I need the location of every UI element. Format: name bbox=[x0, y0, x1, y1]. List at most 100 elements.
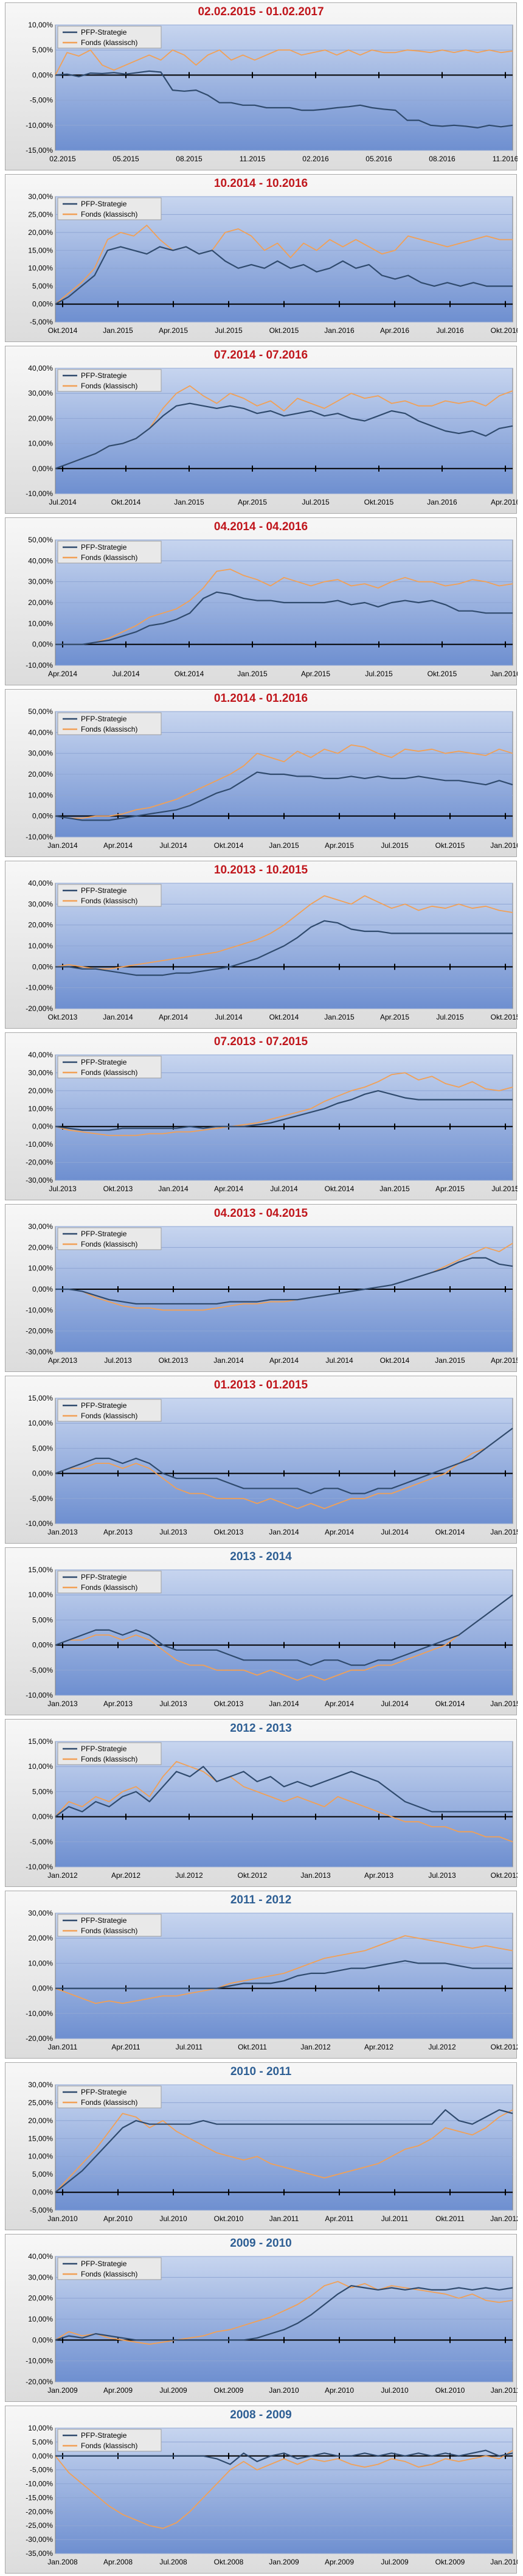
y-tick-label: 30,00% bbox=[28, 1222, 53, 1231]
y-tick-label: 20,00% bbox=[28, 1934, 53, 1942]
y-tick-label: 15,00% bbox=[28, 246, 53, 254]
y-tick-label: 5,00% bbox=[32, 46, 53, 54]
x-tick-label: Okt.2011 bbox=[238, 2043, 267, 2051]
series-line-fund bbox=[55, 1594, 513, 1681]
x-tick-label: Apr.2010 bbox=[103, 2214, 133, 2223]
series-line-fund bbox=[55, 1427, 513, 1510]
y-tick-label: 40,00% bbox=[28, 364, 53, 373]
y-tick-label: -30,00% bbox=[26, 1348, 53, 1356]
y-tick-label: 5,00% bbox=[32, 282, 53, 290]
series-line-strategy bbox=[55, 2449, 513, 2465]
x-tick-label: Jan.2014 bbox=[269, 1528, 299, 1536]
chart-title: 10.2013 - 10.2015 bbox=[213, 864, 308, 877]
x-tick-label: Okt.2014 bbox=[380, 1356, 410, 1365]
x-tick-label: Okt.2015 bbox=[435, 841, 465, 850]
y-tick-label: 10,00% bbox=[28, 2152, 53, 2161]
x-tick-label: Jan.2010 bbox=[47, 2214, 78, 2223]
x-tick-label: Okt.2010 bbox=[435, 2386, 465, 2395]
x-tick-label: Okt.2013 bbox=[103, 1185, 133, 1193]
legend-label-strategy: PFP-Strategie bbox=[81, 371, 127, 380]
y-tick-label: -30,00% bbox=[26, 2535, 53, 2544]
x-tick-label: Jan.2011 bbox=[269, 2214, 299, 2223]
x-tick-label: Okt.2014 bbox=[214, 841, 244, 850]
legend-label-strategy: PFP-Strategie bbox=[81, 2088, 127, 2096]
x-tick-label: Jul.2013 bbox=[159, 1528, 187, 1536]
y-tick-label: -10,00% bbox=[26, 833, 53, 841]
x-tick-label: Okt.2014 bbox=[435, 1699, 465, 1708]
chart-title: 2008 - 2009 bbox=[230, 2409, 292, 2421]
y-tick-label: 0,00% bbox=[32, 2452, 53, 2460]
y-tick-label: -20,00% bbox=[26, 1327, 53, 1335]
series-line-strategy bbox=[55, 2109, 513, 2193]
x-tick-label: Jul.2012 bbox=[175, 1871, 203, 1880]
x-tick-label: Apr.2014 bbox=[214, 1185, 243, 1193]
chart-title: 07.2013 - 07.2015 bbox=[213, 1035, 308, 1048]
y-tick-label: 30,00% bbox=[28, 192, 53, 201]
y-tick-label: 10,00% bbox=[28, 1104, 53, 1113]
x-tick-label: Apr.2015 bbox=[435, 1185, 465, 1193]
y-tick-label: 0,00% bbox=[32, 2336, 53, 2344]
y-tick-label: 10,00% bbox=[28, 1591, 53, 1599]
line-chart: 30,00%20,00%10,00%0,00%-10,00%-20,00%Jan… bbox=[26, 1909, 518, 2051]
legend-label-strategy: PFP-Strategie bbox=[81, 2431, 127, 2440]
legend: PFP-Strategie Fonds (klassisch) bbox=[57, 712, 162, 735]
x-tick-label: 11.2016 bbox=[493, 155, 518, 163]
legend-label-fund: Fonds (klassisch) bbox=[81, 1412, 137, 1420]
legend-label-strategy: PFP-Strategie bbox=[81, 28, 127, 37]
x-tick-label: Okt.2011 bbox=[435, 2214, 465, 2223]
line-chart: 10,00% 5,00% 0,00% -5,00% -10,00% -15,00% -20,… bbox=[26, 2424, 518, 2566]
x-tick-label: Apr.2011 bbox=[325, 2214, 353, 2223]
x-tick-label: Apr.2011 bbox=[111, 2043, 140, 2051]
x-tick-label: Jan.2015 bbox=[103, 326, 133, 335]
x-tick-label: Jan.2014 bbox=[47, 841, 78, 850]
series-line-strategy bbox=[55, 1257, 513, 1305]
x-tick-label: Apr.2015 bbox=[491, 1356, 518, 1365]
legend: PFP-Strategie Fonds (klassisch) bbox=[57, 1227, 162, 1250]
x-tick-label: Jan.2016 bbox=[427, 498, 457, 506]
legend: PFP-Strategie Fonds (klassisch) bbox=[57, 2257, 162, 2280]
series-line-strategy bbox=[55, 1090, 513, 1131]
y-tick-label: -10,00% bbox=[26, 2357, 53, 2365]
legend-label-strategy: PFP-Strategie bbox=[81, 543, 127, 551]
x-tick-label: Jul.2015 bbox=[365, 670, 393, 678]
y-tick-label: 30,00% bbox=[28, 1068, 53, 1077]
series-line-fund bbox=[55, 569, 513, 645]
x-tick-label: Apr.2013 bbox=[364, 1871, 393, 1880]
y-tick-label: 20,00% bbox=[28, 1087, 53, 1095]
series-line-strategy bbox=[55, 771, 513, 821]
chart-panel: 2013 - 2014 15,00% 10,00% 5,00% 0,00% -5,00% -… bbox=[5, 1547, 518, 1715]
series-line-strategy bbox=[55, 1960, 513, 1989]
x-tick-label: Okt.2013 bbox=[48, 1013, 78, 1021]
x-tick-label: 08.2016 bbox=[429, 155, 455, 163]
legend-label-strategy: PFP-Strategie bbox=[81, 1745, 127, 1753]
y-tick-label: 5,00% bbox=[32, 1615, 53, 1624]
x-tick-label: Jan.2014 bbox=[269, 1699, 299, 1708]
y-tick-label: 30,00% bbox=[28, 1909, 53, 1917]
y-tick-label: 0,00% bbox=[32, 640, 53, 649]
x-tick-label: Okt.2015 bbox=[428, 670, 457, 678]
y-tick-label: -10,00% bbox=[26, 2009, 53, 2018]
x-tick-label: Jul.2014 bbox=[381, 1699, 409, 1708]
x-tick-label: Jan.2015 bbox=[490, 1528, 518, 1536]
legend: PFP-Strategie Fonds (klassisch) bbox=[57, 197, 162, 220]
chart-title: 10.2014 - 10.2016 bbox=[213, 177, 308, 190]
x-tick-label: Apr.2009 bbox=[325, 2558, 354, 2566]
chart-title: 02.02.2015 - 01.02.2017 bbox=[198, 5, 324, 18]
x-tick-label: 02.2016 bbox=[302, 155, 329, 163]
y-tick-label: 40,00% bbox=[28, 556, 53, 565]
legend-label-fund: Fonds (klassisch) bbox=[81, 2098, 137, 2107]
legend-label-fund: Fonds (klassisch) bbox=[81, 38, 137, 47]
x-tick-label: Jul.2010 bbox=[381, 2386, 409, 2395]
series-line-strategy bbox=[55, 1594, 513, 1666]
legend-label-fund: Fonds (klassisch) bbox=[81, 382, 137, 390]
x-tick-label: Okt.2015 bbox=[269, 326, 299, 335]
y-tick-label: 50,00% bbox=[28, 707, 53, 716]
chart-panel: 07.2013 - 07.2015 40,00% 30,00% 20,00% 10,00… bbox=[5, 1032, 518, 1200]
x-tick-label: Jan.2014 bbox=[158, 1185, 189, 1193]
y-tick-label: 30,00% bbox=[28, 900, 53, 908]
line-chart: 40,00% 30,00% 20,00% 10,00% 0,00% -10,00% -20,… bbox=[26, 1051, 518, 1193]
x-tick-label: Jul.2013 bbox=[104, 1356, 132, 1365]
y-tick-label: 40,00% bbox=[28, 879, 53, 887]
y-tick-label: 0,00% bbox=[32, 1813, 53, 1821]
y-tick-label: 0,00% bbox=[32, 962, 53, 971]
